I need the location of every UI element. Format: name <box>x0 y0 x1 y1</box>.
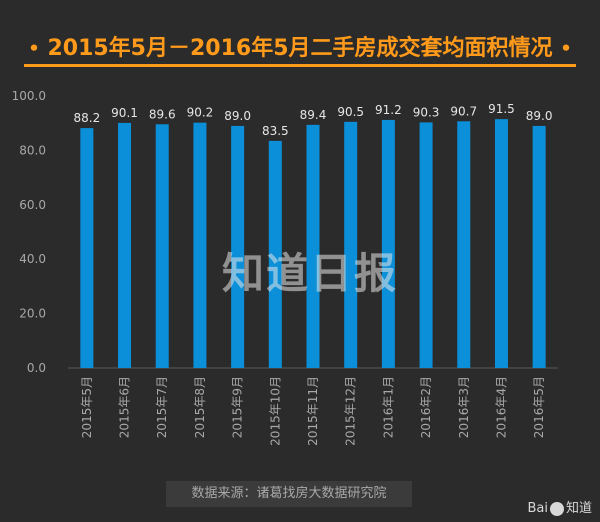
bar <box>155 124 169 369</box>
data-label: 90.5 <box>337 105 364 119</box>
bar <box>268 140 282 368</box>
bar <box>118 122 132 368</box>
chart-title-text: 2015年5月－2016年5月二手房成交套均面积情况 <box>47 36 553 61</box>
baidu-zhidao-logo: Bai 知道 <box>527 497 592 516</box>
data-label: 89.0 <box>526 109 553 123</box>
bar <box>193 122 207 368</box>
y-tick-label: 20.0 <box>19 307 46 321</box>
bar <box>532 125 546 368</box>
data-label: 91.5 <box>488 102 515 116</box>
x-tick-label: 2015年11月 <box>306 376 320 446</box>
title-bullet-right: • <box>560 38 572 60</box>
y-tick-label: 100.0 <box>12 89 46 103</box>
data-label: 89.4 <box>300 108 327 122</box>
bar <box>419 122 433 368</box>
chart-title: • 2015年5月－2016年5月二手房成交套均面积情况 • <box>24 30 576 67</box>
x-tick-label: 2015年10月 <box>268 376 282 446</box>
x-tick-label: 2016年4月 <box>494 376 508 438</box>
logo-right-text: 知道 <box>565 501 592 516</box>
bar <box>344 121 358 368</box>
x-tick-label: 2015年5月 <box>80 376 94 438</box>
x-tick-label: 2016年1月 <box>381 376 395 438</box>
data-label: 90.7 <box>450 104 477 118</box>
y-tick-label: 0.0 <box>27 361 46 375</box>
x-tick-label: 2016年2月 <box>419 376 433 438</box>
chart-title-wrap: • 2015年5月－2016年5月二手房成交套均面积情况 • <box>0 30 600 67</box>
x-tick-label: 2015年6月 <box>118 376 132 438</box>
bar <box>80 128 94 368</box>
x-tick-label: 2015年7月 <box>155 376 169 438</box>
x-tick-label: 2015年8月 <box>193 376 207 438</box>
bar <box>231 125 245 368</box>
bar <box>306 124 320 368</box>
bar <box>381 119 395 368</box>
data-label: 83.5 <box>262 124 289 138</box>
logo-left-text: Bai <box>527 501 548 516</box>
data-label: 88.2 <box>73 111 100 125</box>
y-tick-label: 40.0 <box>19 252 46 266</box>
x-tick-label: 2016年5月 <box>532 376 546 438</box>
data-label: 91.2 <box>375 103 402 117</box>
data-label: 90.3 <box>413 105 440 119</box>
data-label: 89.6 <box>149 107 176 121</box>
paw-icon <box>549 501 564 516</box>
y-tick-label: 60.0 <box>19 198 46 212</box>
title-bullet-left: • <box>28 38 40 60</box>
x-tick-label: 2015年9月 <box>231 376 245 438</box>
x-tick-label: 2016年3月 <box>457 376 471 438</box>
data-label: 89.0 <box>224 109 251 123</box>
bar <box>494 119 508 369</box>
x-tick-label: 2015年12月 <box>344 376 358 446</box>
source-note: 数据来源：诸葛找房大数据研究院 <box>166 481 412 507</box>
y-tick-label: 80.0 <box>19 143 46 157</box>
data-label: 90.2 <box>187 106 214 120</box>
data-label: 90.1 <box>111 106 138 120</box>
bar <box>457 121 471 369</box>
watermark-text: 知道日报 <box>222 249 399 298</box>
